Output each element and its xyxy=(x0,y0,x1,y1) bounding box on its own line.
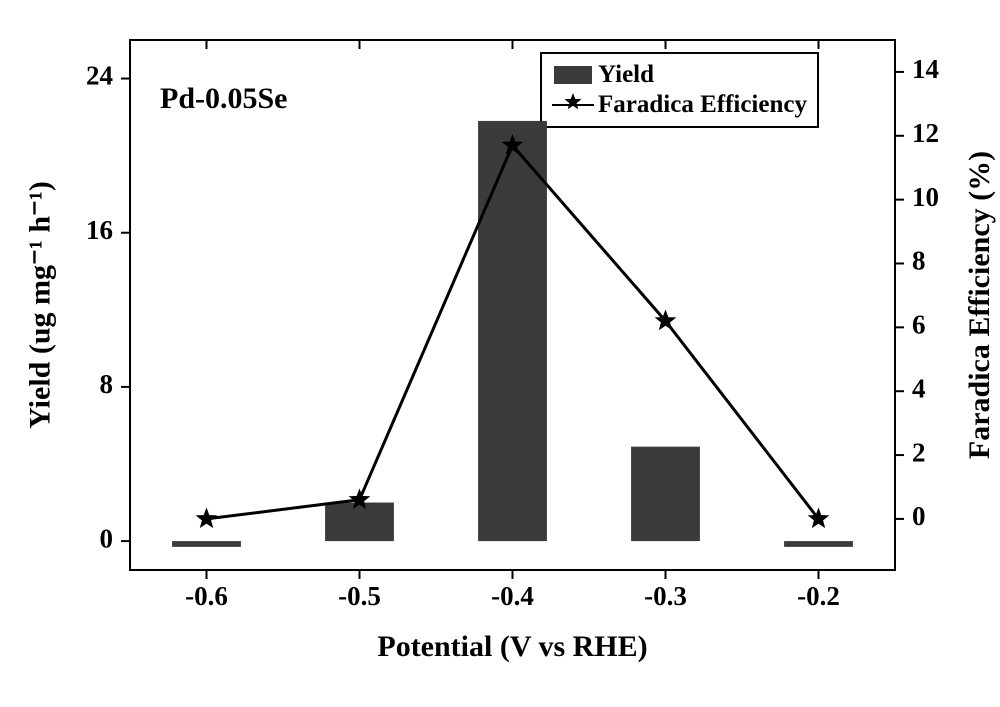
chart-svg-layer: 08162402468101214-0.6-0.5-0.4-0.3-0.2 xyxy=(0,0,1000,707)
legend-swatch-bar xyxy=(552,65,594,85)
legend-swatch-line xyxy=(552,95,594,115)
legend-item-yield: Yield xyxy=(552,60,807,90)
legend: Yield Faradica Efficiency xyxy=(540,52,819,128)
bar xyxy=(478,121,547,541)
star-marker xyxy=(350,490,369,508)
svg-text:0: 0 xyxy=(912,501,926,531)
star-marker xyxy=(809,509,828,527)
svg-text:8: 8 xyxy=(100,369,114,399)
legend-label-faradaic: Faradica Efficiency xyxy=(598,91,807,119)
svg-text:16: 16 xyxy=(86,215,113,245)
svg-text:8: 8 xyxy=(912,246,926,276)
sample-label: Pd-0.05Se xyxy=(160,82,288,116)
svg-text:-0.3: -0.3 xyxy=(644,581,687,611)
y-left-axis-title: Yield (ug mg⁻¹ h⁻¹) xyxy=(23,181,58,429)
svg-text:6: 6 xyxy=(912,310,926,340)
legend-item-faradaic: Faradica Efficiency xyxy=(552,90,807,120)
svg-text:-0.6: -0.6 xyxy=(185,581,228,611)
star-marker xyxy=(656,311,675,329)
svg-text:2: 2 xyxy=(912,437,926,467)
svg-text:0: 0 xyxy=(100,523,114,553)
svg-text:-0.4: -0.4 xyxy=(491,581,534,611)
x-axis-title: Potential (V vs RHE) xyxy=(377,630,647,664)
bar xyxy=(631,447,700,541)
svg-text:24: 24 xyxy=(86,61,113,91)
star-marker xyxy=(503,135,522,153)
efficiency-line xyxy=(207,145,819,519)
y-right-axis-title: Faradica Efficiency (%) xyxy=(963,151,997,459)
svg-text:4: 4 xyxy=(912,373,926,403)
bar xyxy=(325,503,394,542)
bar xyxy=(784,541,853,547)
svg-text:12: 12 xyxy=(912,118,939,148)
svg-text:-0.2: -0.2 xyxy=(797,581,840,611)
svg-text:10: 10 xyxy=(912,182,939,212)
bar xyxy=(172,541,241,547)
star-marker xyxy=(197,509,216,527)
dual-axis-bar-line-chart: Pd-0.05Se Yield Faradica Efficiency Pote… xyxy=(0,0,1000,707)
legend-label-yield: Yield xyxy=(598,61,654,89)
svg-text:14: 14 xyxy=(912,54,939,84)
svg-text:-0.5: -0.5 xyxy=(338,581,381,611)
